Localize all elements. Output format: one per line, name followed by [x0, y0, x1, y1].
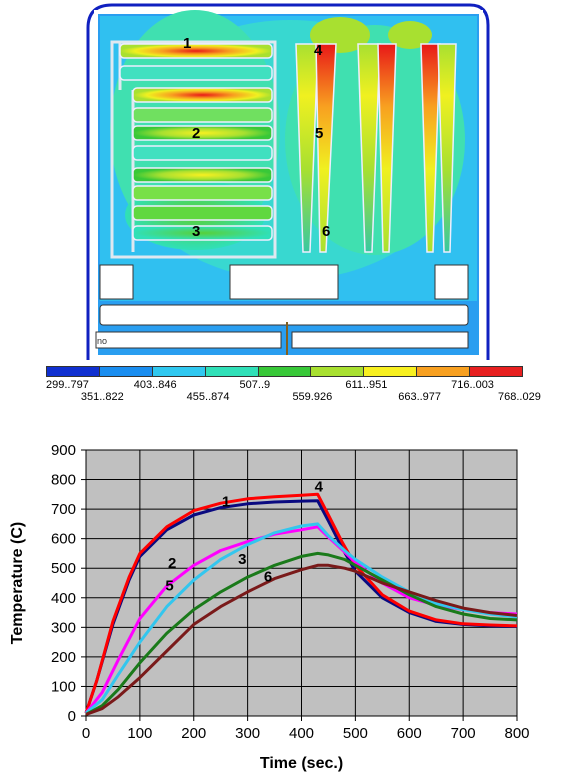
region-label-1: 1: [183, 35, 191, 52]
y-tick-label: 300: [51, 619, 76, 636]
y-tick-label: 0: [68, 708, 76, 725]
y-tick-label: 900: [51, 442, 76, 459]
probe-label: no: [97, 336, 107, 346]
x-tick-label: 500: [343, 725, 368, 742]
series-label-2: 2: [168, 555, 176, 572]
x-tick-label: 100: [127, 725, 152, 742]
region-label-4: 4: [314, 42, 323, 59]
legend-label: 299..797: [46, 379, 89, 391]
legend-swatch: [416, 366, 471, 377]
legend-label: 455..874: [186, 391, 230, 403]
legend-swatch: [204, 366, 259, 377]
x-tick-label: 800: [504, 725, 529, 742]
y-tick-label: 700: [51, 501, 76, 518]
region-label-5: 5: [315, 125, 323, 142]
series-line-5: [85, 522, 518, 715]
axis-ticks: 0 100 200 300 400 500 600 700 800 0 100 200 300 400 50…: [51, 442, 530, 742]
series-label-5: 5: [165, 577, 173, 594]
legend-label: 507..9: [239, 379, 271, 391]
legend-swatch: [310, 366, 365, 377]
y-tick-label: 600: [51, 531, 76, 548]
y-tick-label: 100: [51, 678, 76, 695]
legend-label: 716..003: [451, 379, 494, 391]
legend-label: 611..951: [345, 379, 388, 391]
series-labels: 1 4 2 5 3 6: [165, 478, 323, 594]
legend-label: 403..846: [133, 379, 177, 391]
color-legend: 299..797 351..822 403..846 455..874 507..9 55…: [0, 360, 578, 420]
legend-swatch: [257, 366, 312, 377]
legend-swatch: [151, 366, 206, 377]
series-lines: [84, 492, 518, 716]
legend-swatch: [469, 366, 523, 377]
y-axis-label: Temperature (C): [9, 522, 26, 644]
series-line-6: [85, 563, 518, 716]
legend-swatch: [98, 366, 153, 377]
legend-label: 559.926: [292, 391, 333, 403]
y-tick-label: 800: [51, 472, 76, 489]
x-tick-label: 400: [289, 725, 314, 742]
series-label-4: 4: [315, 478, 324, 495]
legend-label: 768..029: [498, 391, 541, 403]
series-label-6: 6: [264, 569, 272, 586]
x-tick-label: 300: [235, 725, 260, 742]
y-tick-label: 500: [51, 560, 76, 577]
region-label-2: 2: [192, 125, 200, 142]
region-label-3: 3: [192, 223, 200, 240]
y-tick-label: 400: [51, 590, 76, 607]
legend-label: 351..822: [80, 391, 124, 403]
x-axis-label: Time (sec.): [260, 755, 343, 772]
legend-swatch: [46, 366, 100, 377]
legend-swatch: [363, 366, 418, 377]
series-line-3: [85, 551, 518, 716]
y-tick-label: 200: [51, 649, 76, 666]
series-line-4: [84, 492, 518, 714]
region-label-6: 6: [322, 223, 330, 240]
x-tick-label: 0: [82, 725, 90, 742]
x-tick-label: 700: [451, 725, 476, 742]
x-tick-label: 600: [397, 725, 422, 742]
series-label-3: 3: [238, 551, 246, 568]
x-tick-label: 200: [181, 725, 206, 742]
temperature-time-chart: 0 100 200 300 400 500 600 700 800 0 100 200 300 400 50…: [9, 442, 530, 772]
series-label-1: 1: [222, 494, 230, 511]
temperature-contour-image: no 1 2 3 4 5 6: [86, 3, 490, 360]
legend-label: 663..977: [398, 391, 442, 403]
